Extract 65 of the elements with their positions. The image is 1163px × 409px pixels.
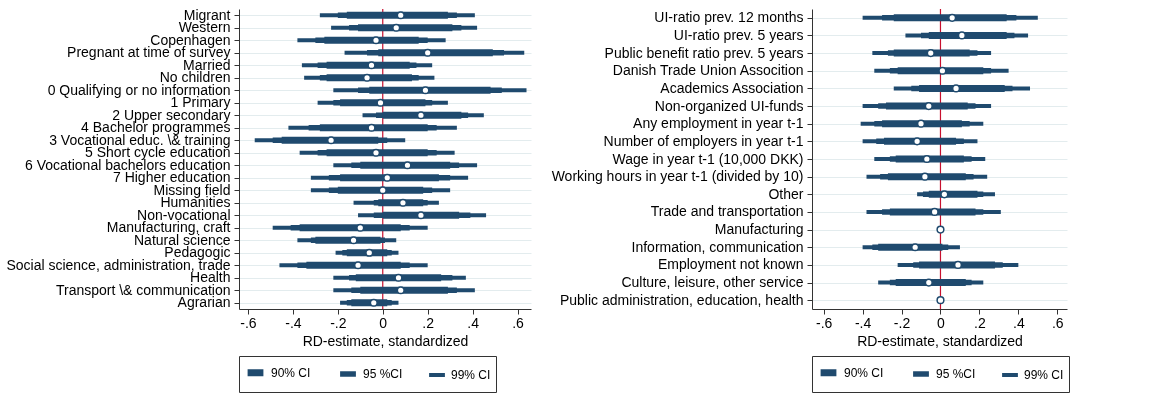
point xyxy=(930,207,939,217)
x-tick-label: .6 xyxy=(512,314,525,331)
x-tick-label: .6 xyxy=(1051,314,1064,331)
point xyxy=(369,298,378,307)
x-tick-label: .4 xyxy=(467,314,480,331)
point xyxy=(392,23,401,32)
point xyxy=(383,173,392,182)
x-axis-title: RD-estimate, standardized xyxy=(302,332,469,349)
legend-label: 99% CI xyxy=(1024,368,1064,382)
y-tick-label: Culture, leisure, other service xyxy=(621,274,804,291)
legend-label: 99% CI xyxy=(451,368,491,382)
point xyxy=(378,186,387,195)
legend-label: 90% CI xyxy=(271,365,311,380)
x-tick-label: .2 xyxy=(422,314,435,331)
point xyxy=(940,190,949,199)
x-tick-label: -.4 xyxy=(854,314,872,331)
point xyxy=(936,225,945,234)
y-tick-label: Manufacturing xyxy=(714,221,804,238)
point xyxy=(423,48,432,57)
legend-label: 95 %CI xyxy=(363,367,403,381)
y-tick-label: Any employment in year t-1 xyxy=(633,115,804,132)
point xyxy=(421,86,430,95)
x-tick-label: 0 xyxy=(937,314,946,331)
y-tick-label: Public benefit ratio prev. 5 years xyxy=(604,44,804,61)
y-tick-label: 1 Primary xyxy=(170,94,231,111)
x-tick-label: -.6 xyxy=(240,314,257,331)
y-tick-label: UI-ratio prev. 12 months xyxy=(654,9,804,26)
point xyxy=(920,172,929,181)
y-tick-label: Academics Association xyxy=(660,79,804,96)
point xyxy=(394,273,403,282)
y-tick-label: Agrarian xyxy=(177,294,231,311)
x-tick-label: -.4 xyxy=(285,314,302,331)
point xyxy=(403,161,412,170)
y-tick-label: Non-organized UI-funds xyxy=(654,97,804,114)
y-tick-label: Employment not known xyxy=(657,256,804,273)
x-tick-label: -.2 xyxy=(330,314,347,331)
point xyxy=(396,11,405,20)
x-tick-label: .2 xyxy=(974,314,986,331)
y-tick-label: UI-ratio prev. 5 years xyxy=(673,26,804,43)
point xyxy=(938,66,947,75)
point xyxy=(367,123,376,132)
point xyxy=(936,296,945,305)
point xyxy=(356,223,365,232)
legend-label: 90% CI xyxy=(844,365,884,380)
point xyxy=(365,248,374,257)
y-tick-label: Wage in year t-1 (10,000 DKK) xyxy=(612,150,804,167)
x-axis-title: RD-estimate, standardized xyxy=(857,332,1023,349)
y-tick-label: Trade and transportation xyxy=(650,203,804,220)
x-tick-label: -.2 xyxy=(893,314,911,331)
point xyxy=(376,98,385,107)
point xyxy=(396,286,405,295)
x-tick-label: -.6 xyxy=(816,314,833,331)
y-tick-label: Other xyxy=(768,185,804,202)
legend-label: 95 %CI xyxy=(936,367,976,381)
y-tick-label: Number of employers in year t-1 xyxy=(603,132,804,149)
y-tick-label: Working hours in year t-1 (divided by 10) xyxy=(551,168,804,185)
x-tick-label: .4 xyxy=(1012,314,1025,331)
y-tick-label: Public administration, education, health xyxy=(559,291,804,308)
point xyxy=(916,119,926,128)
point xyxy=(911,243,920,252)
point xyxy=(349,236,358,245)
point xyxy=(367,61,376,70)
y-tick-label: Danish Trade Union Assocition xyxy=(612,62,804,79)
y-tick-label: Information, communication xyxy=(631,238,804,255)
x-tick-label: 0 xyxy=(379,314,388,331)
